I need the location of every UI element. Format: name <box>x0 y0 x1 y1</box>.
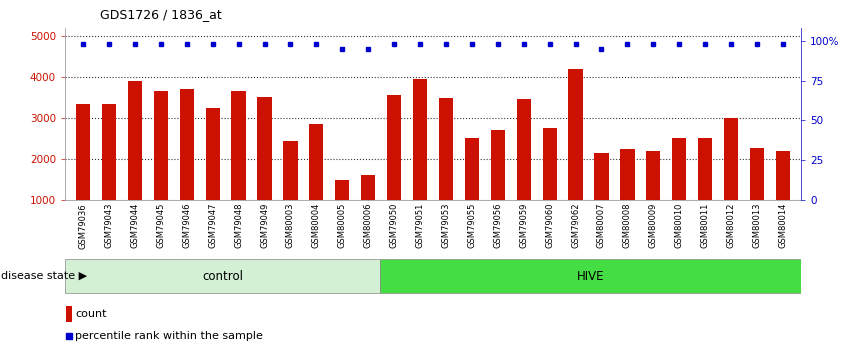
Bar <box>76 104 90 241</box>
Text: control: control <box>202 269 243 283</box>
Bar <box>361 175 375 241</box>
Bar <box>698 138 712 241</box>
Bar <box>517 99 531 241</box>
Bar <box>620 149 635 241</box>
Bar <box>724 118 738 241</box>
Bar <box>439 98 453 241</box>
Text: disease state ▶: disease state ▶ <box>1 271 87 281</box>
Bar <box>387 95 401 241</box>
Text: GDS1726 / 1836_at: GDS1726 / 1836_at <box>100 8 222 21</box>
Bar <box>491 130 505 241</box>
Text: HIVE: HIVE <box>577 269 604 283</box>
Bar <box>128 81 142 241</box>
Bar <box>646 151 661 241</box>
Bar <box>154 91 168 241</box>
Bar <box>309 124 324 241</box>
Text: percentile rank within the sample: percentile rank within the sample <box>75 332 263 341</box>
Bar <box>380 259 801 293</box>
Bar <box>542 128 557 241</box>
Bar <box>335 180 349 241</box>
Bar <box>413 79 427 241</box>
Bar <box>283 140 298 241</box>
Bar <box>465 138 479 241</box>
Text: count: count <box>75 309 107 319</box>
Bar <box>65 259 380 293</box>
Bar <box>776 151 790 241</box>
Bar <box>568 69 583 241</box>
Bar <box>594 153 609 241</box>
Bar <box>231 91 246 241</box>
Bar <box>179 89 194 241</box>
Bar <box>205 108 220 241</box>
Bar <box>257 97 272 241</box>
Bar <box>102 104 116 241</box>
Bar <box>672 138 687 241</box>
Bar <box>750 148 764 241</box>
Bar <box>66 306 72 322</box>
